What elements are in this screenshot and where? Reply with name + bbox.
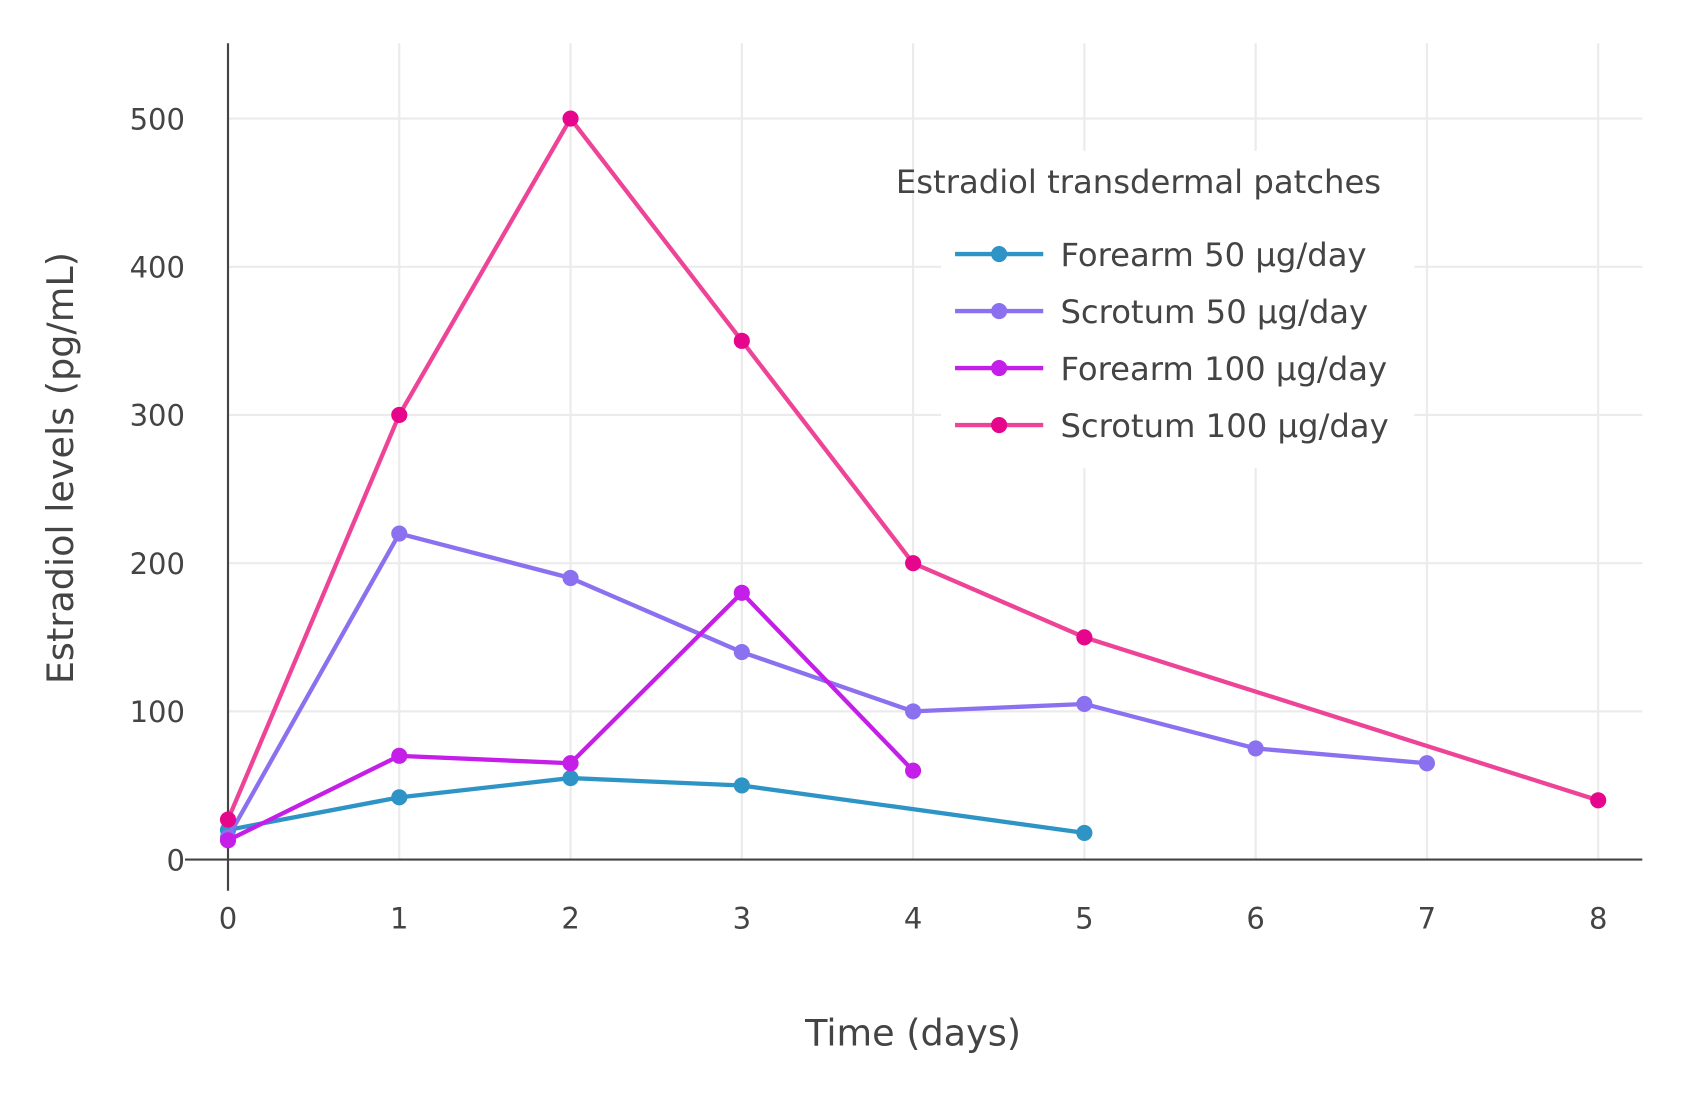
data-point <box>391 747 408 764</box>
data-point <box>1418 755 1435 772</box>
data-point <box>562 569 579 587</box>
series-line <box>226 531 1428 839</box>
data-point <box>1590 792 1607 809</box>
series-forearm-50-g-day <box>219 770 1093 841</box>
legend-item: Scrotum 100 µg/day <box>955 407 1389 445</box>
legend-label: Forearm 50 µg/day <box>1060 236 1366 274</box>
legend-swatch-marker <box>991 246 1008 263</box>
y-tick-label: 100 <box>130 695 185 729</box>
data-point <box>733 332 750 349</box>
legend-label: Scrotum 50 µg/day <box>1060 293 1368 331</box>
y-tick-label: 500 <box>130 102 185 136</box>
data-point <box>562 770 579 787</box>
data-point <box>562 110 579 127</box>
y-tick-label: 200 <box>130 547 185 581</box>
data-point <box>562 755 579 772</box>
data-point <box>1076 824 1093 841</box>
legend-swatch-marker <box>991 417 1008 434</box>
legend-title: Estradiol transdermal patches <box>896 163 1381 201</box>
legend-item: Forearm 50 µg/day <box>955 236 1367 274</box>
legend-label: Scrotum 100 µg/day <box>1060 407 1388 445</box>
data-point <box>1076 695 1093 713</box>
data-point <box>733 644 750 661</box>
legend-swatch-marker <box>991 303 1008 320</box>
data-point <box>219 811 237 828</box>
legend-item: Forearm 100 µg/day <box>955 350 1387 388</box>
data-point <box>391 406 408 424</box>
legend-label: Forearm 100 µg/day <box>1060 350 1387 388</box>
y-tick-label: 300 <box>130 399 185 433</box>
data-point <box>219 832 237 849</box>
series-group <box>219 110 1607 849</box>
data-point <box>905 703 922 720</box>
data-point <box>733 584 750 601</box>
x-tick-label: 5 <box>1075 901 1093 935</box>
legend-swatch-marker <box>991 360 1008 377</box>
x-tick-label: 3 <box>733 901 751 935</box>
series-line <box>227 775 1085 836</box>
x-tick-label: 8 <box>1589 901 1607 935</box>
data-point <box>391 525 408 542</box>
series-forearm-100-g-day <box>219 584 922 849</box>
x-tick-label: 0 <box>219 901 237 935</box>
x-tick-label: 7 <box>1418 901 1436 935</box>
data-point <box>905 762 922 779</box>
x-tick-label: 4 <box>904 901 922 935</box>
x-axis-title: Time (days) <box>804 1012 1021 1055</box>
data-point <box>905 555 922 572</box>
data-point <box>1247 740 1264 757</box>
axes <box>184 43 1643 891</box>
x-tick-label: 1 <box>390 901 408 935</box>
data-point <box>1076 629 1093 646</box>
x-tick-label: 2 <box>561 901 579 935</box>
x-tick-label: 6 <box>1246 901 1264 935</box>
series-scrotum-100-g-day <box>219 110 1607 828</box>
data-point <box>733 777 750 794</box>
tick-labels: 0 1 2 3 4 5 6 7 8 0 100 200 300 400 500 <box>130 102 1608 935</box>
y-axis-title: Estradiol levels (pg/mL) <box>39 252 82 684</box>
legend-item: Scrotum 50 µg/day <box>955 293 1368 331</box>
data-point <box>391 789 408 806</box>
legend: Estradiol transdermal patches Forearm 50… <box>896 150 1415 469</box>
y-tick-label: 0 <box>167 843 185 877</box>
y-tick-label: 400 <box>130 251 185 285</box>
